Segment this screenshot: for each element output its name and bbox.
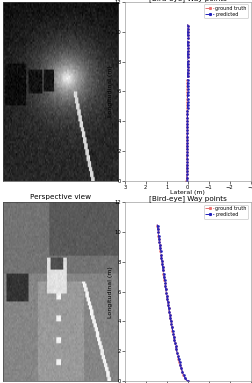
- Title: [Bird-eye] Way points: [Bird-eye] Way points: [149, 0, 227, 2]
- Title: Perspective view: Perspective view: [29, 195, 90, 200]
- Title: [Bird-eye] Way points: [Bird-eye] Way points: [149, 195, 227, 202]
- Legend: ground truth, predicted: ground truth, predicted: [204, 4, 248, 18]
- X-axis label: Lateral (m): Lateral (m): [170, 190, 205, 195]
- Y-axis label: Longitudinal (m): Longitudinal (m): [108, 65, 113, 117]
- Legend: ground truth, predicted: ground truth, predicted: [204, 205, 248, 219]
- Y-axis label: Longitudinal (m): Longitudinal (m): [108, 266, 113, 318]
